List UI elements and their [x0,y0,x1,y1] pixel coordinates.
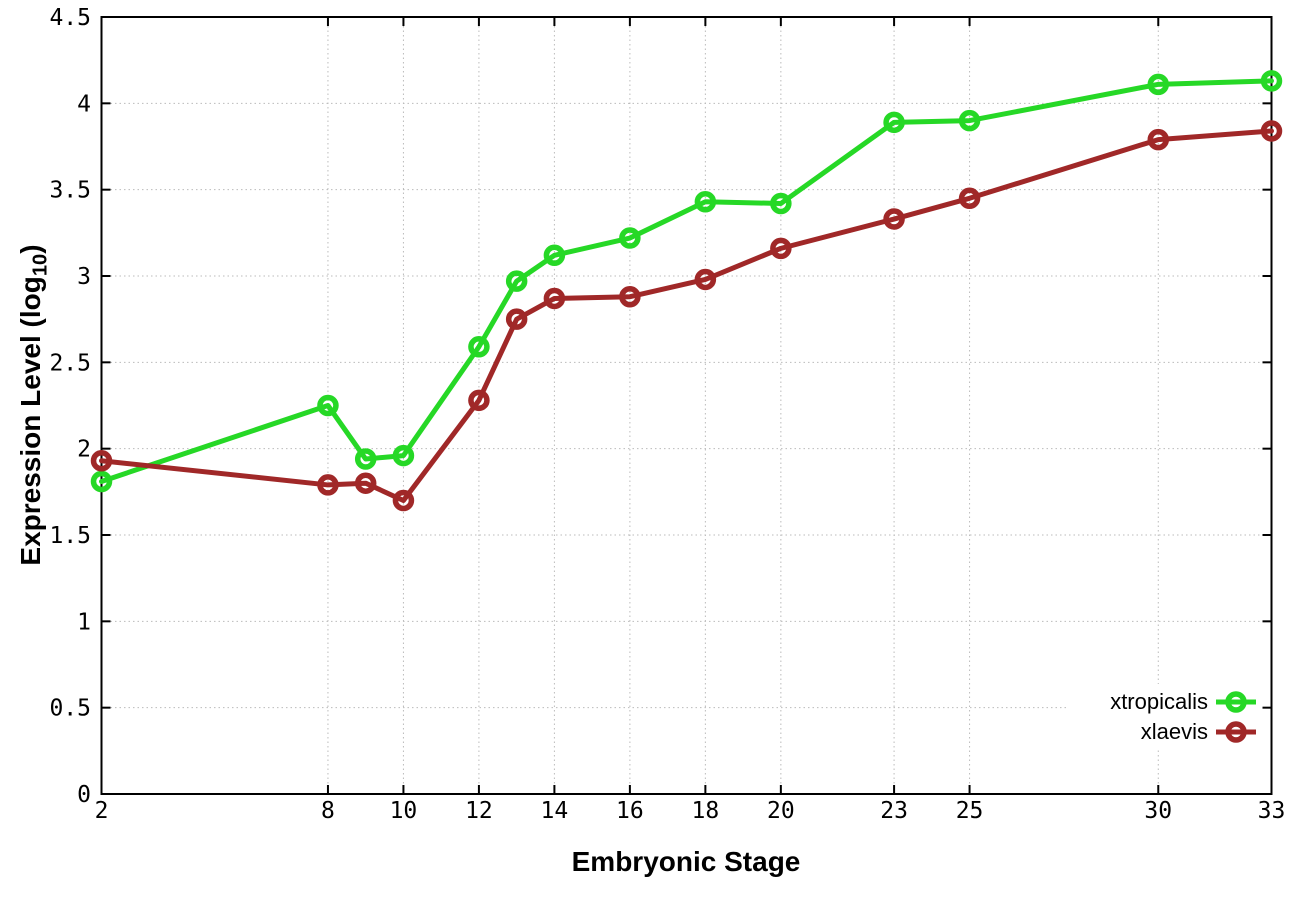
data-point-xlaevis [354,472,377,494]
x-tick-label: 16 [616,798,644,824]
data-point-xtropicalis [1147,73,1170,96]
data-point-xlaevis [770,237,792,260]
data-point-xtropicalis [694,191,717,213]
y-tick-label: 3.5 [49,178,91,204]
data-point-xlaevis [505,308,528,330]
x-tick-label: 14 [541,798,569,824]
data-point-xtropicalis [958,109,981,132]
x-tick-label: 8 [321,798,335,824]
plot-border [100,16,1273,795]
data-point-xlaevis [958,187,981,210]
y-tick-label: 1 [77,609,91,635]
x-tick-label: 25 [956,798,984,824]
data-point-xtropicalis [354,448,377,470]
data-point-xtropicalis [543,244,566,267]
legend-label-xtropicalis: xtropicalis [1110,689,1208,714]
series-line-xtropicalis [99,78,1274,484]
y-tick-label: 2.5 [49,350,91,376]
x-tick-label: 33 [1258,798,1286,824]
x-tick-label: 10 [390,798,418,824]
data-point-xtropicalis [619,227,641,249]
data-point-xtropicalis [317,394,339,417]
x-tick-label: 23 [880,798,908,824]
x-tick-label: 18 [692,798,720,824]
data-point-xtropicalis [770,192,792,215]
data-point-xlaevis [619,285,641,308]
y-tick-label: 2 [77,437,91,463]
data-point-xlaevis [468,389,490,412]
data-point-xtropicalis [505,270,528,292]
data-point-xlaevis [1147,128,1170,151]
x-tick-label: 20 [767,798,795,824]
data-point-xtropicalis [392,444,415,467]
legend-sample-marker-xlaevis [1225,721,1247,743]
y-axis-title: Expression Level (log10) [15,244,52,566]
y-tick-label: 1.5 [49,523,91,549]
x-axis-title: Embryonic Stage [571,846,801,877]
y-axis-title-prefix: Expression Level (log [15,276,46,566]
data-point-xtropicalis [468,336,490,358]
y-tick-label: 0 [77,782,91,808]
y-axis-title-subscript: 10 [29,253,52,277]
data-point-xlaevis [694,268,717,291]
y-tick-label: 3 [77,264,91,290]
x-tick-label: 2 [95,798,109,824]
data-point-xlaevis [883,208,905,230]
data-point-xlaevis [543,287,566,310]
series-line-xlaevis [99,128,1274,503]
y-tick-label: 4.5 [49,5,91,31]
x-tick-label: 30 [1144,798,1172,824]
data-point-xtropicalis [1260,70,1283,92]
y-tick-label: 4 [77,91,91,117]
legend-sample-marker-xtropicalis [1225,691,1247,713]
y-tick-label: 0.5 [49,696,91,722]
data-point-xlaevis [1260,120,1283,142]
legend-label-xlaevis: xlaevis [1141,719,1208,744]
data-point-xtropicalis [883,111,905,134]
y-axis-title-suffix: ) [15,244,46,254]
x-tick-label: 12 [465,798,493,824]
data-point-xlaevis [392,489,415,512]
data-point-xlaevis [317,474,339,496]
data-point-xlaevis [90,450,113,472]
data-point-xtropicalis [90,470,113,493]
